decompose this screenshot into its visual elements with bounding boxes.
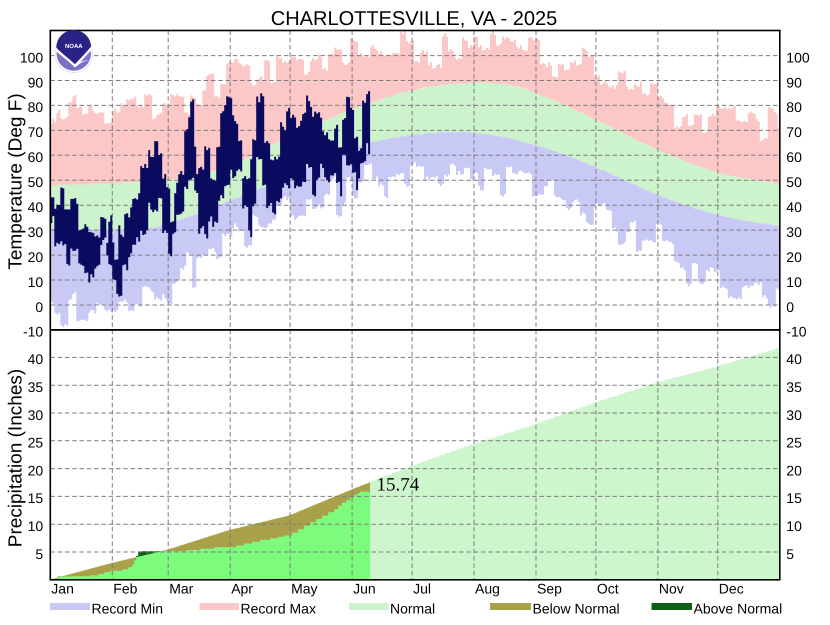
svg-text:90: 90 <box>28 74 44 90</box>
svg-text:40: 40 <box>28 351 44 367</box>
svg-text:Precipitation (Inches): Precipitation (Inches) <box>6 369 27 547</box>
svg-text:40: 40 <box>786 199 802 215</box>
svg-text:Normal: Normal <box>390 601 435 617</box>
svg-text:25: 25 <box>28 435 44 451</box>
svg-text:Feb: Feb <box>113 581 137 597</box>
svg-text:Jul: Jul <box>413 581 431 597</box>
svg-text:15.74: 15.74 <box>377 475 420 496</box>
svg-text:10: 10 <box>786 274 802 290</box>
svg-text:0: 0 <box>786 299 794 315</box>
svg-text:30: 30 <box>786 224 802 240</box>
svg-text:70: 70 <box>28 124 44 140</box>
svg-text:30: 30 <box>28 224 44 240</box>
svg-text:100: 100 <box>20 49 44 65</box>
svg-text:20: 20 <box>28 249 44 265</box>
svg-text:70: 70 <box>786 124 802 140</box>
svg-text:90: 90 <box>786 74 802 90</box>
svg-text:25: 25 <box>786 435 802 451</box>
svg-text:Temperature (Deg F): Temperature (Deg F) <box>6 93 27 269</box>
svg-text:35: 35 <box>786 379 802 395</box>
svg-text:Record Max: Record Max <box>241 601 316 617</box>
svg-text:Record Min: Record Min <box>92 601 164 617</box>
svg-text:15: 15 <box>28 490 44 506</box>
svg-text:-10: -10 <box>23 324 43 340</box>
svg-text:20: 20 <box>786 249 802 265</box>
svg-text:NOAA: NOAA <box>65 43 83 50</box>
svg-text:50: 50 <box>28 174 44 190</box>
svg-text:Dec: Dec <box>719 581 744 597</box>
svg-text:Aug: Aug <box>475 581 500 597</box>
svg-text:10: 10 <box>786 518 802 534</box>
svg-text:Apr: Apr <box>231 581 253 597</box>
svg-text:10: 10 <box>28 274 44 290</box>
svg-text:30: 30 <box>28 407 44 423</box>
svg-text:60: 60 <box>28 149 44 165</box>
svg-text:Above Normal: Above Normal <box>694 601 783 617</box>
svg-text:20: 20 <box>28 462 44 478</box>
svg-text:Sep: Sep <box>537 581 562 597</box>
svg-text:40: 40 <box>786 351 802 367</box>
svg-text:20: 20 <box>786 462 802 478</box>
svg-text:100: 100 <box>786 49 810 65</box>
svg-text:80: 80 <box>28 99 44 115</box>
svg-text:35: 35 <box>28 379 44 395</box>
svg-text:5: 5 <box>786 546 794 562</box>
svg-text:Jun: Jun <box>353 581 376 597</box>
svg-text:80: 80 <box>786 99 802 115</box>
svg-text:60: 60 <box>786 149 802 165</box>
svg-text:Oct: Oct <box>597 581 619 597</box>
svg-text:10: 10 <box>28 518 44 534</box>
svg-text:5: 5 <box>35 546 43 562</box>
svg-text:May: May <box>291 581 317 597</box>
svg-text:50: 50 <box>786 174 802 190</box>
svg-text:CHARLOTTESVILLE, VA - 2025: CHARLOTTESVILLE, VA - 2025 <box>271 8 557 30</box>
svg-text:40: 40 <box>28 199 44 215</box>
svg-text:15: 15 <box>786 490 802 506</box>
svg-text:Below Normal: Below Normal <box>533 601 620 617</box>
svg-text:Mar: Mar <box>169 581 193 597</box>
svg-text:Jan: Jan <box>51 581 74 597</box>
svg-text:30: 30 <box>786 407 802 423</box>
svg-text:Nov: Nov <box>659 581 684 597</box>
svg-text:0: 0 <box>35 299 43 315</box>
svg-text:-10: -10 <box>786 324 806 340</box>
